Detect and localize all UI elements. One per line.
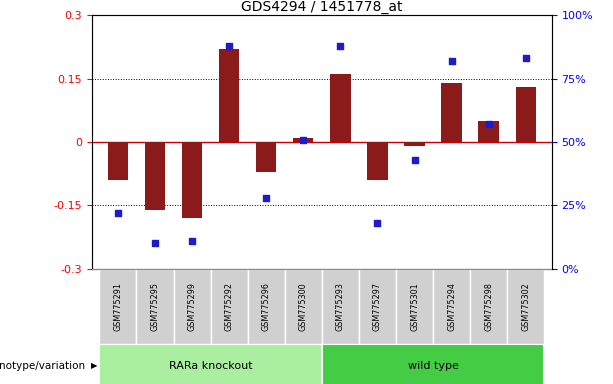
- Bar: [108, 142, 128, 180]
- Point: [113, 210, 123, 216]
- Point: [409, 157, 419, 163]
- Bar: [173, 269, 211, 344]
- Text: GSM775301: GSM775301: [410, 282, 419, 331]
- Bar: [367, 142, 387, 180]
- Point: [150, 240, 160, 247]
- Bar: [479, 121, 499, 142]
- Point: [224, 43, 234, 49]
- Text: GSM775300: GSM775300: [299, 282, 308, 331]
- Bar: [182, 142, 202, 218]
- Bar: [256, 142, 276, 172]
- Point: [335, 43, 345, 49]
- Bar: [248, 269, 285, 344]
- Bar: [219, 49, 239, 142]
- Bar: [293, 138, 313, 142]
- Bar: [211, 269, 248, 344]
- Bar: [322, 269, 359, 344]
- Bar: [145, 142, 165, 210]
- Point: [187, 238, 197, 244]
- Bar: [322, 344, 544, 384]
- Text: ▶: ▶: [91, 361, 98, 371]
- Point: [484, 121, 493, 127]
- Point: [521, 55, 531, 61]
- Text: GSM775299: GSM775299: [188, 282, 197, 331]
- Bar: [99, 344, 322, 384]
- Text: GSM775298: GSM775298: [484, 282, 493, 331]
- Text: GSM775293: GSM775293: [336, 282, 345, 331]
- Bar: [359, 269, 396, 344]
- Title: GDS4294 / 1451778_at: GDS4294 / 1451778_at: [241, 0, 403, 14]
- Text: wild type: wild type: [408, 361, 459, 371]
- Bar: [396, 269, 433, 344]
- Bar: [99, 269, 137, 344]
- Point: [447, 58, 457, 64]
- Text: GSM775291: GSM775291: [113, 282, 123, 331]
- Point: [299, 136, 308, 142]
- Bar: [507, 269, 544, 344]
- Bar: [470, 269, 507, 344]
- Bar: [441, 83, 462, 142]
- Bar: [516, 87, 536, 142]
- Bar: [330, 74, 351, 142]
- Text: RARa knockout: RARa knockout: [169, 361, 253, 371]
- Text: GSM775297: GSM775297: [373, 282, 382, 331]
- Text: GSM775294: GSM775294: [447, 282, 456, 331]
- Bar: [285, 269, 322, 344]
- Text: GSM775295: GSM775295: [150, 282, 159, 331]
- Text: GSM775296: GSM775296: [262, 282, 271, 331]
- Text: GSM775302: GSM775302: [521, 282, 530, 331]
- Point: [261, 195, 271, 201]
- Bar: [405, 142, 425, 146]
- Point: [373, 220, 383, 226]
- Bar: [433, 269, 470, 344]
- Bar: [137, 269, 173, 344]
- Text: GSM775292: GSM775292: [224, 282, 234, 331]
- Text: genotype/variation: genotype/variation: [0, 361, 86, 371]
